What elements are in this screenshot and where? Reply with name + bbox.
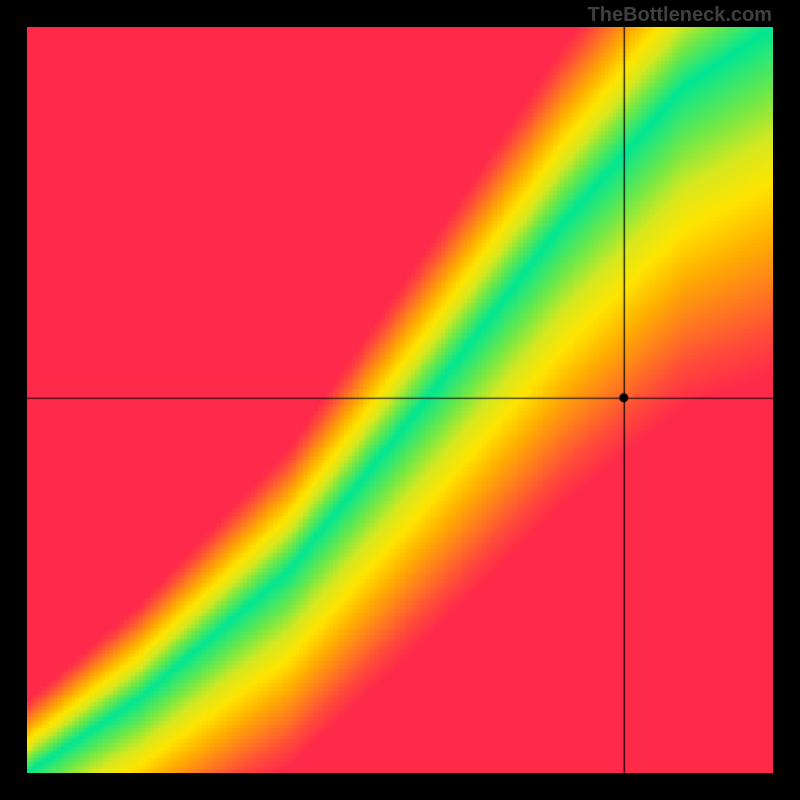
watermark-label: TheBottleneck.com [588, 4, 772, 27]
chart-container: TheBottleneck.com [0, 0, 800, 800]
heatmap-canvas [27, 27, 773, 773]
